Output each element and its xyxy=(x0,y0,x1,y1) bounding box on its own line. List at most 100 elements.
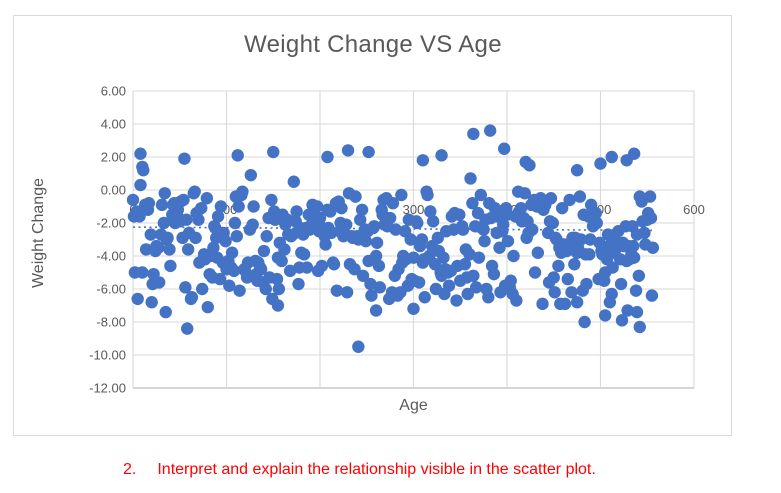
data-point xyxy=(203,267,216,281)
data-point xyxy=(265,193,278,207)
data-point xyxy=(155,198,169,212)
data-point xyxy=(410,215,423,228)
data-point xyxy=(144,228,157,241)
y-tick-label: -12.00 xyxy=(89,381,126,396)
data-point xyxy=(365,289,378,302)
data-point xyxy=(633,320,646,334)
data-point xyxy=(214,200,228,213)
data-point xyxy=(136,266,149,279)
data-point xyxy=(210,251,224,264)
y-tick-label: 2.00 xyxy=(101,150,126,165)
data-point xyxy=(134,178,147,192)
data-point xyxy=(420,185,433,198)
data-point xyxy=(126,193,140,207)
chart-title: Weight Change VS Age xyxy=(244,31,502,58)
data-point xyxy=(549,231,562,245)
data-point xyxy=(417,253,430,266)
data-point xyxy=(621,304,634,317)
data-point xyxy=(638,226,651,240)
data-point xyxy=(228,216,242,230)
data-point xyxy=(184,292,198,306)
data-point xyxy=(646,241,660,254)
data-point xyxy=(547,271,560,284)
data-point xyxy=(229,190,243,203)
data-point xyxy=(573,190,587,203)
data-point xyxy=(278,243,291,256)
data-point xyxy=(570,164,584,177)
data-point xyxy=(354,213,367,226)
data-point xyxy=(407,251,420,264)
data-point xyxy=(321,203,334,216)
data-point xyxy=(283,264,297,278)
data-point xyxy=(348,263,361,276)
x-axis-title: Age xyxy=(399,397,428,414)
data-point xyxy=(501,234,515,248)
data-point xyxy=(272,282,286,296)
data-point xyxy=(487,267,501,281)
data-point xyxy=(262,211,275,225)
data-point xyxy=(158,187,171,200)
y-tick-label: 4.00 xyxy=(101,117,126,132)
data-point xyxy=(447,223,460,236)
data-point xyxy=(201,300,214,314)
data-point xyxy=(490,226,503,240)
data-point xyxy=(213,272,227,286)
data-point xyxy=(536,297,549,311)
data-point xyxy=(302,208,315,221)
data-point xyxy=(356,269,370,282)
y-tick-label: -6.00 xyxy=(96,282,126,297)
data-point xyxy=(629,284,643,297)
data-point xyxy=(426,215,440,228)
data-point xyxy=(641,213,654,226)
data-point xyxy=(461,287,474,301)
data-point xyxy=(460,271,473,284)
data-point xyxy=(170,208,184,221)
data-point xyxy=(181,243,195,256)
data-point xyxy=(595,244,608,258)
y-tick-label: -4.00 xyxy=(96,249,126,264)
y-tick-label: -8.00 xyxy=(96,315,126,330)
data-point xyxy=(482,291,495,304)
data-point xyxy=(512,185,525,198)
data-point xyxy=(525,198,538,212)
data-point xyxy=(321,150,334,164)
data-point xyxy=(568,258,581,271)
data-point xyxy=(370,236,384,249)
data-point xyxy=(294,221,307,235)
data-point xyxy=(195,201,208,215)
data-point xyxy=(382,292,396,306)
data-point xyxy=(138,198,152,212)
data-point xyxy=(578,315,591,329)
data-point xyxy=(176,231,189,245)
data-point xyxy=(586,220,600,233)
data-point xyxy=(469,281,483,294)
data-point xyxy=(230,230,243,243)
data-point xyxy=(615,314,629,327)
data-point xyxy=(373,281,387,294)
data-point xyxy=(395,188,408,202)
data-point xyxy=(134,147,147,160)
data-point xyxy=(531,246,545,259)
data-point xyxy=(627,239,640,253)
data-point xyxy=(442,279,456,292)
y-tick-label: 6.00 xyxy=(101,84,126,99)
data-point xyxy=(589,206,603,220)
data-point xyxy=(200,192,214,205)
data-point xyxy=(401,279,415,292)
data-point xyxy=(211,210,225,223)
data-point xyxy=(398,225,412,238)
data-point xyxy=(271,299,285,312)
data-point xyxy=(358,223,372,236)
data-point xyxy=(187,187,200,200)
data-point xyxy=(565,286,578,299)
data-point xyxy=(164,259,177,273)
data-point xyxy=(497,142,511,155)
data-point xyxy=(131,292,144,306)
data-point xyxy=(326,256,340,269)
data-point xyxy=(570,296,584,309)
data-point xyxy=(233,284,246,297)
data-point xyxy=(232,200,245,213)
data-point xyxy=(630,305,644,319)
data-point xyxy=(146,277,159,291)
data-point xyxy=(528,266,542,279)
